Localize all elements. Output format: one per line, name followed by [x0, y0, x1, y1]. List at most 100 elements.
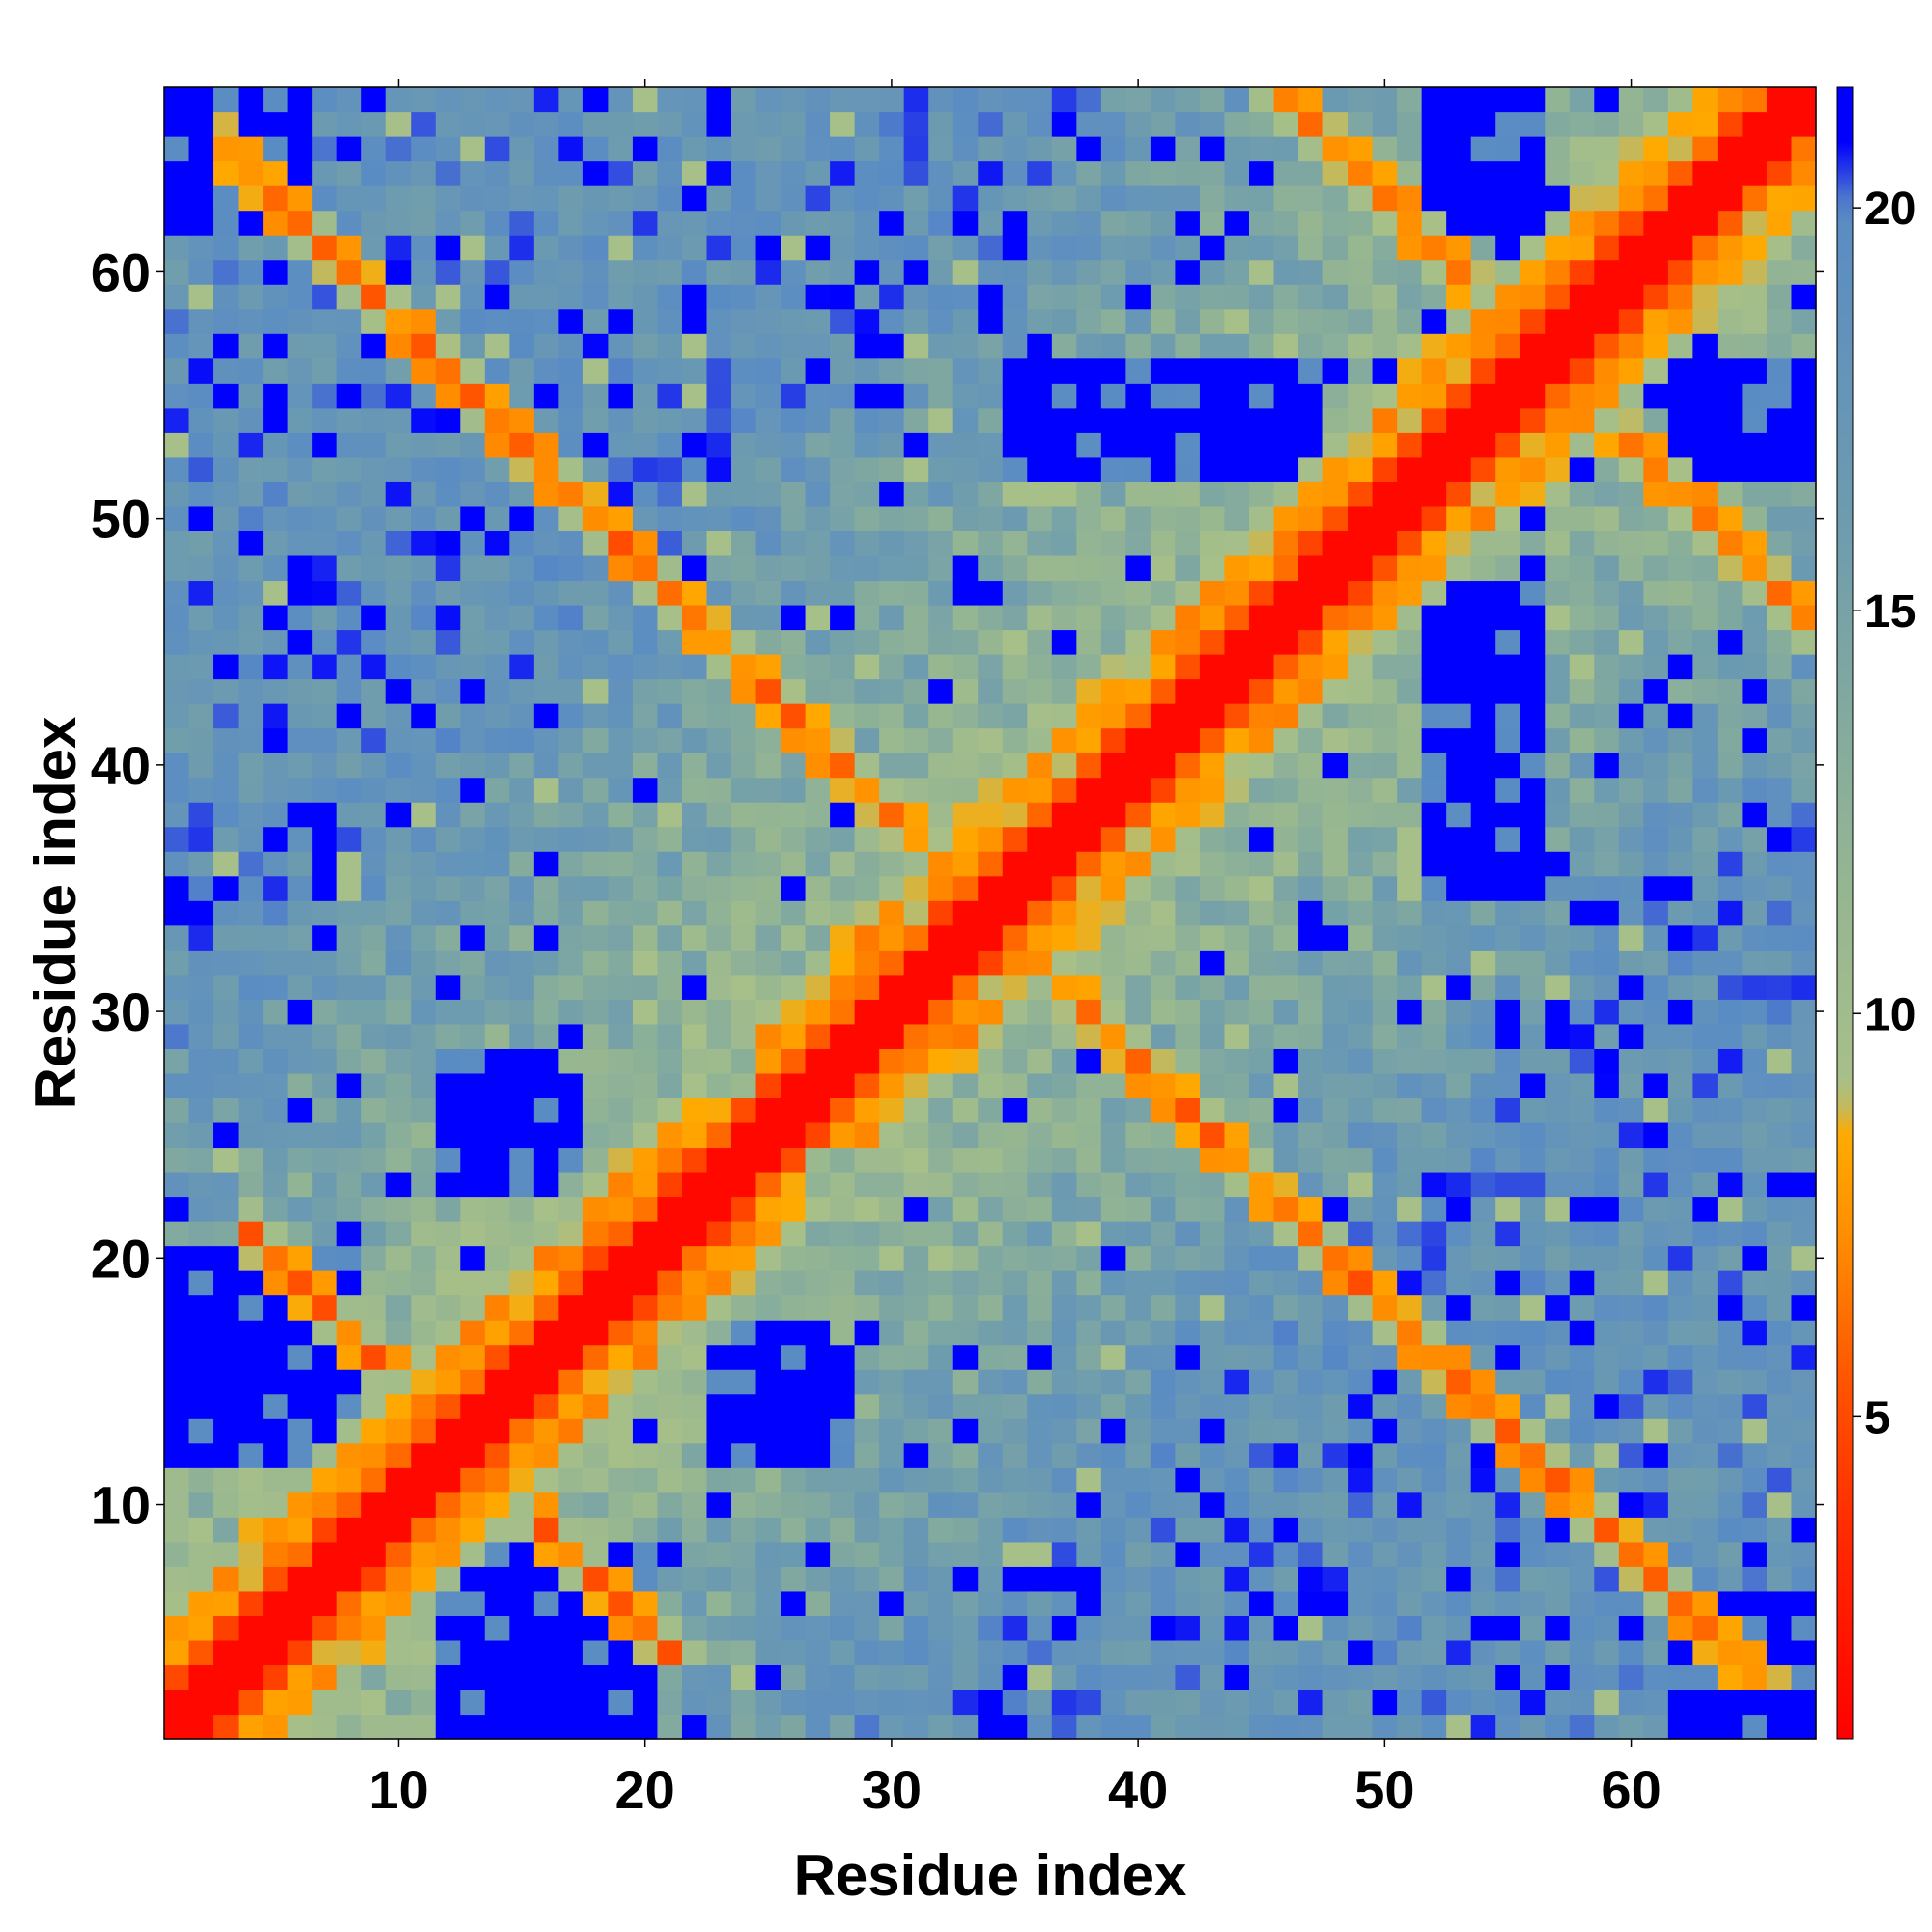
- heatmap-cell: [1348, 87, 1374, 113]
- heatmap-cell: [1545, 1517, 1571, 1543]
- heatmap-cell: [830, 950, 856, 976]
- heatmap-cell: [1717, 1566, 1744, 1592]
- heatmap-cell: [213, 1369, 240, 1395]
- heatmap-cell: [1322, 1566, 1349, 1592]
- heatmap-cell: [755, 1097, 781, 1123]
- heatmap-cell: [238, 407, 264, 433]
- heatmap-cell: [558, 1221, 584, 1247]
- heatmap-cell: [781, 802, 807, 828]
- heatmap-cell: [978, 1664, 1004, 1690]
- heatmap-cell: [632, 1023, 659, 1049]
- heatmap-cell: [1717, 802, 1744, 828]
- heatmap-cell: [582, 851, 609, 877]
- heatmap-cell: [1446, 1492, 1472, 1518]
- heatmap-cell: [1150, 210, 1177, 236]
- heatmap-cell: [484, 481, 510, 507]
- heatmap-cell: [1618, 1492, 1644, 1518]
- heatmap-cell: [1199, 481, 1226, 507]
- heatmap-cell: [263, 1072, 289, 1099]
- heatmap-cell: [188, 210, 214, 236]
- heatmap-cell: [411, 629, 437, 655]
- heatmap-cell: [1224, 284, 1250, 310]
- heatmap-cell: [1175, 1566, 1201, 1592]
- heatmap-cell: [781, 1171, 807, 1198]
- heatmap-cell: [1298, 333, 1324, 359]
- heatmap-cell: [1199, 1689, 1226, 1716]
- heatmap-cell: [164, 900, 190, 926]
- heatmap-cell: [1298, 235, 1324, 261]
- heatmap-cell: [1618, 1245, 1644, 1271]
- heatmap-cell: [830, 481, 856, 507]
- heatmap-cell: [1298, 530, 1324, 556]
- heatmap-cell: [1298, 284, 1324, 310]
- heatmap-cell: [263, 111, 289, 137]
- heatmap-cell: [1618, 456, 1644, 482]
- heatmap-cell: [755, 111, 781, 137]
- heatmap-cell: [1692, 1270, 1719, 1296]
- heatmap-cell: [952, 407, 979, 433]
- heatmap-cell: [854, 1393, 880, 1419]
- heatmap-cell: [608, 333, 634, 359]
- heatmap-cell: [1125, 1344, 1151, 1370]
- heatmap-cell: [582, 1097, 609, 1123]
- heatmap-cell: [1051, 604, 1077, 631]
- heatmap-cell: [854, 753, 880, 779]
- heatmap-cell: [1446, 1418, 1472, 1444]
- heatmap-cell: [1742, 604, 1768, 631]
- heatmap-cell: [411, 259, 437, 285]
- heatmap-cell: [1569, 259, 1595, 285]
- heatmap-cell: [1470, 1639, 1496, 1666]
- heatmap-cell: [952, 654, 979, 680]
- heatmap-cell: [164, 1639, 190, 1666]
- heatmap-cell: [1150, 753, 1177, 779]
- heatmap-cell: [854, 1122, 880, 1149]
- heatmap-cell: [1076, 1369, 1102, 1395]
- heatmap-cell: [1446, 1590, 1472, 1616]
- heatmap-cell: [1692, 727, 1719, 753]
- heatmap-cell: [755, 1689, 781, 1716]
- heatmap-cell: [706, 727, 732, 753]
- heatmap-cell: [1421, 1221, 1447, 1247]
- heatmap-cell: [781, 703, 807, 729]
- heatmap-cell: [336, 357, 362, 384]
- heatmap-cell: [1545, 235, 1571, 261]
- heatmap-cell: [1100, 1320, 1126, 1346]
- heatmap-cell: [164, 604, 190, 631]
- heatmap-cell: [1594, 1294, 1620, 1321]
- heatmap-cell: [582, 727, 609, 753]
- heatmap-cell: [1618, 1344, 1644, 1370]
- heatmap-cell: [805, 308, 831, 334]
- heatmap-cell: [287, 875, 313, 901]
- heatmap-cell: [188, 1171, 214, 1198]
- heatmap-cell: [287, 1467, 313, 1493]
- heatmap-cell: [312, 1714, 338, 1740]
- heatmap-cell: [681, 160, 708, 186]
- heatmap-cell: [805, 1689, 831, 1716]
- heatmap-cell: [1002, 1393, 1028, 1419]
- heatmap-cell: [1717, 111, 1744, 137]
- heatmap-cell: [1545, 974, 1571, 1000]
- heatmap-cell: [361, 1639, 387, 1666]
- heatmap-cell: [435, 111, 461, 137]
- heatmap-cell: [978, 383, 1004, 409]
- heatmap-cell: [1397, 678, 1423, 704]
- heatmap-cell: [287, 1294, 313, 1321]
- heatmap-cell: [928, 999, 954, 1025]
- heatmap-cell: [188, 1664, 214, 1690]
- heatmap-cell: [1002, 999, 1028, 1025]
- heatmap-cell: [1421, 308, 1447, 334]
- heatmap-cell: [509, 1442, 535, 1468]
- heatmap-cell: [385, 703, 412, 729]
- heatmap-cell: [1446, 357, 1472, 384]
- heatmap-cell: [805, 1245, 831, 1271]
- heatmap-cell: [681, 999, 708, 1025]
- heatmap-cell: [928, 875, 954, 901]
- heatmap-cell: [435, 777, 461, 803]
- heatmap-cell: [1421, 678, 1447, 704]
- heatmap-cell: [1027, 1048, 1053, 1074]
- heatmap-cell: [1791, 974, 1817, 1000]
- heatmap-cell: [1569, 1541, 1595, 1567]
- heatmap-cell: [1150, 999, 1177, 1025]
- heatmap-cell: [411, 950, 437, 976]
- heatmap-cell: [854, 1097, 880, 1123]
